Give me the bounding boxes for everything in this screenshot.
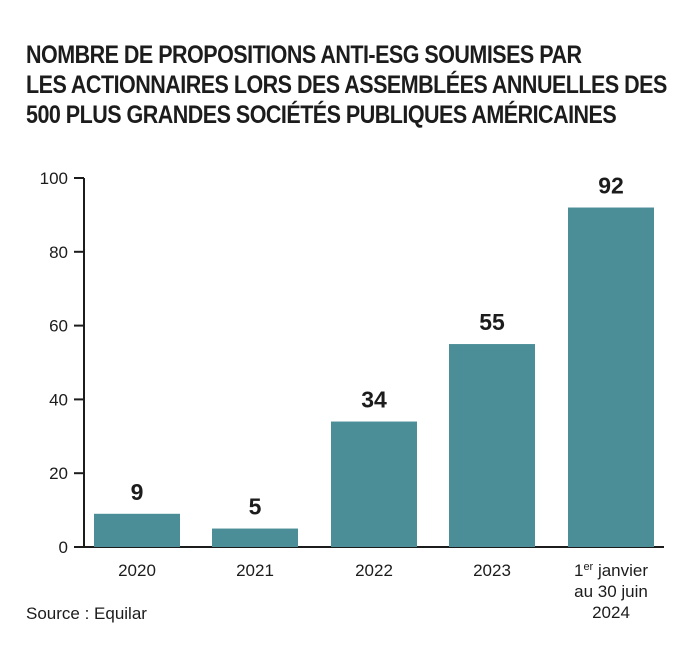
bar — [94, 513, 180, 547]
bar — [331, 421, 417, 547]
axis-group: 0 20 40 60 80 100 — [40, 169, 664, 557]
y-tick-label: 100 — [40, 169, 68, 188]
labels-group: 9 2020 5 2021 34 2022 55 2023 92 1er janvier au 30… — [118, 173, 648, 622]
y-tick-label: 0 — [59, 538, 68, 557]
bar-value-label: 92 — [598, 173, 624, 199]
category-label: 2024 — [592, 603, 630, 622]
bars-group — [94, 207, 654, 547]
category-label: 2020 — [118, 561, 156, 580]
chart-title-line: LES ACTIONNAIRES LORS DES ASSEMBLÉES ANN… — [26, 71, 667, 99]
bar-value-label: 34 — [361, 387, 387, 413]
category-label: 2023 — [473, 561, 511, 580]
chart-title-line: NOMBRE DE PROPOSITIONS ANTI-ESG SOUMISES… — [26, 41, 582, 69]
bar-value-label: 9 — [131, 479, 144, 505]
y-tick-label: 60 — [49, 317, 68, 336]
bar — [212, 528, 298, 547]
bar-value-label: 55 — [479, 309, 505, 335]
source-note: Source : Equilar — [26, 604, 147, 623]
category-label: 1er janvier — [574, 561, 648, 580]
chart-title: NOMBRE DE PROPOSITIONS ANTI-ESG SOUMISES… — [26, 40, 667, 130]
bar-value-label: 5 — [249, 494, 262, 520]
bar — [568, 207, 654, 547]
y-tick-label: 40 — [49, 390, 68, 409]
category-label: au 30 juin — [574, 582, 648, 601]
y-tick-label: 80 — [49, 243, 68, 262]
category-label: 2022 — [355, 561, 393, 580]
bar — [449, 344, 535, 547]
chart-title-line: 500 PLUS GRANDES SOCIÉTÉS PUBLIQUES AMÉR… — [26, 101, 617, 129]
category-label: 2021 — [236, 561, 274, 580]
y-tick-label: 20 — [49, 464, 68, 483]
